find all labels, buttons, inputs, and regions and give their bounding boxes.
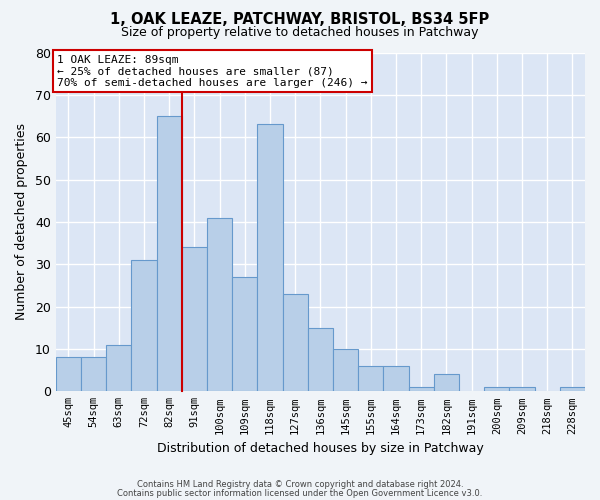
Bar	[182, 248, 207, 392]
Text: 1 OAK LEAZE: 89sqm
← 25% of detached houses are smaller (87)
70% of semi-detache: 1 OAK LEAZE: 89sqm ← 25% of detached hou…	[57, 54, 368, 88]
Bar	[207, 218, 232, 392]
Bar	[409, 387, 434, 392]
Text: 1, OAK LEAZE, PATCHWAY, BRISTOL, BS34 5FP: 1, OAK LEAZE, PATCHWAY, BRISTOL, BS34 5F…	[110, 12, 490, 28]
Y-axis label: Number of detached properties: Number of detached properties	[15, 124, 28, 320]
Bar	[157, 116, 182, 392]
Bar	[358, 366, 383, 392]
Text: Contains public sector information licensed under the Open Government Licence v3: Contains public sector information licen…	[118, 488, 482, 498]
Bar	[383, 366, 409, 392]
Bar	[484, 387, 509, 392]
Bar	[308, 328, 333, 392]
Text: Contains HM Land Registry data © Crown copyright and database right 2024.: Contains HM Land Registry data © Crown c…	[137, 480, 463, 489]
Bar	[81, 358, 106, 392]
Bar	[56, 358, 81, 392]
Bar	[283, 294, 308, 392]
Bar	[333, 349, 358, 392]
Bar	[509, 387, 535, 392]
X-axis label: Distribution of detached houses by size in Patchway: Distribution of detached houses by size …	[157, 442, 484, 455]
Bar	[131, 260, 157, 392]
Bar	[106, 344, 131, 392]
Bar	[560, 387, 585, 392]
Bar	[232, 277, 257, 392]
Bar	[257, 124, 283, 392]
Text: Size of property relative to detached houses in Patchway: Size of property relative to detached ho…	[121, 26, 479, 39]
Bar	[434, 374, 459, 392]
